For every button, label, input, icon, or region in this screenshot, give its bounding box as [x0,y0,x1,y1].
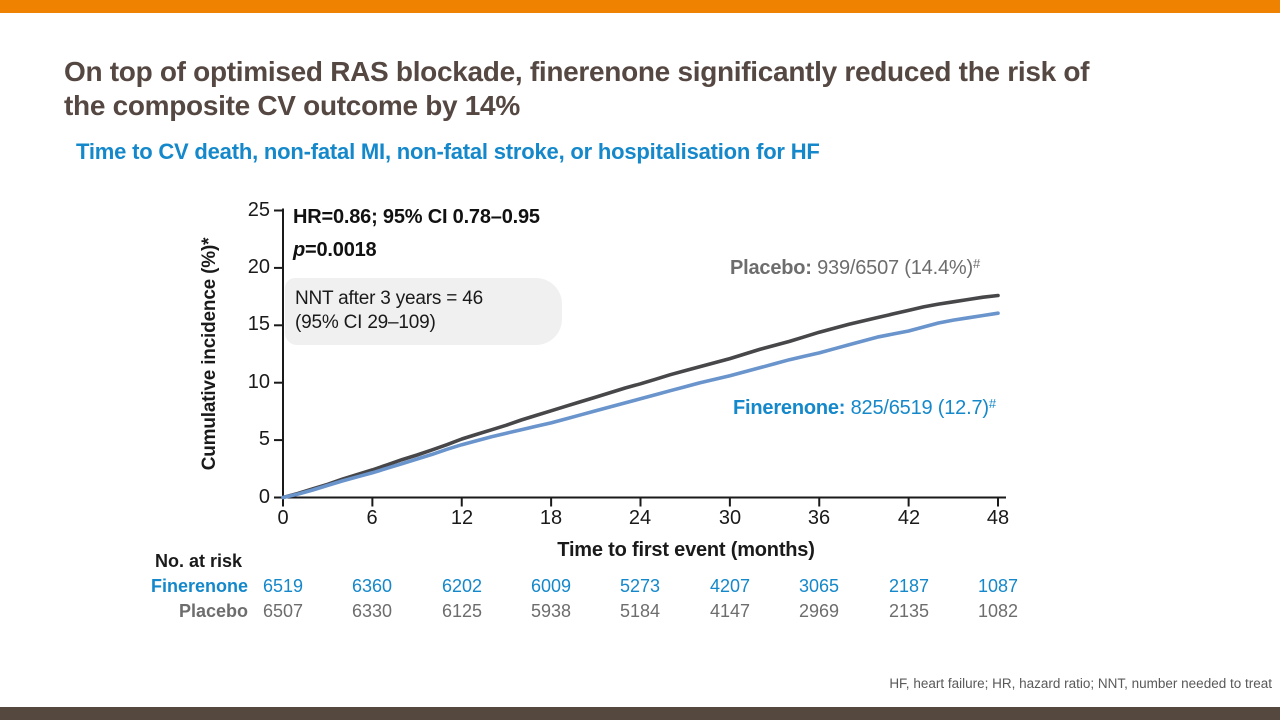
slide-title-line2: the composite CV outcome by 14% [64,90,520,121]
y-tick-label-5: 5 [258,428,270,450]
risk-table-header: No. at risk [155,551,243,571]
risk-cell: 3065 [798,576,840,596]
risk-cell: 4207 [709,576,751,596]
risk-cell: 5184 [619,601,661,621]
placebo-series-name: Placebo: [730,257,812,279]
finerenone-series-value: 825/6519 (12.7) [845,397,989,419]
y-tick-label-25: 25 [247,199,270,221]
risk-cell: 6507 [262,601,304,621]
slide-subtitle: Time to CV death, non-fatal MI, non-fata… [76,139,820,164]
risk-cell: 6125 [441,601,483,621]
x-tick-label-24: 24 [628,507,652,529]
placebo-curve [281,293,1000,500]
x-tick-label-30: 30 [718,507,742,529]
risk-cell: 2969 [798,601,840,621]
finerenone-series-label: Finerenone: 825/6519 (12.7)# [733,396,996,420]
placebo-series-value: 939/6507 (14.4%) [811,257,973,279]
top-accent-bar [0,0,1280,13]
finerenone-curve [281,311,1000,500]
bottom-accent-bar [0,707,1280,720]
nnt-line2: (95% CI 29–109) [295,312,436,333]
hazard-ratio-annotation: HR=0.86; 95% CI 0.78–0.95 p=0.0018 [293,201,540,267]
finerenone-series-footmark: # [988,396,996,411]
nnt-line1: NNT after 3 years = 46 [295,288,483,309]
risk-cell: 6009 [530,576,572,596]
risk-cell: 6330 [351,601,393,621]
y-tick-label-10: 10 [247,371,270,393]
y-tick-label-0: 0 [258,486,270,508]
risk-cell: 6519 [262,576,304,596]
risk-cell: 6202 [441,576,483,596]
x-tick-label-6: 6 [366,507,378,529]
risk-cell: 2135 [888,601,930,621]
hr-value-text: HR=0.86; 95% CI 0.78–0.95 [293,206,540,228]
slide-title: On top of optimised RAS blockade, finere… [64,55,1234,123]
placebo-series-label: Placebo: 939/6507 (14.4%)# [730,256,980,280]
slide-title-line1: On top of optimised RAS blockade, finere… [64,56,1090,87]
y-tick-label-15: 15 [247,313,270,335]
abbreviations-footnote: HF, heart failure; HR, hazard ratio; NNT… [889,676,1272,691]
x-tick-label-12: 12 [450,507,474,529]
p-value-prefix: p [293,239,306,261]
risk-cell: 1087 [977,576,1019,596]
risk-cell: 1082 [977,601,1019,621]
risk-cell: 4147 [709,601,751,621]
p-value-text: =0.0018 [305,239,377,261]
x-axis-title: Time to first event (months) [557,539,815,561]
risk-cell: 5273 [619,576,661,596]
risk-row-label-finerenone: Finerenone [150,576,248,596]
risk-cell: 6360 [351,576,393,596]
risk-row-label-placebo: Placebo [178,601,248,621]
y-axis-title: Cumulative incidence (%)* [199,237,220,471]
x-tick-label-48: 48 [986,507,1010,529]
x-tick-label-18: 18 [539,507,563,529]
y-tick-label-20: 20 [247,256,270,278]
risk-cell: 2187 [888,576,930,596]
risk-cell: 5938 [530,601,572,621]
x-tick-label-0: 0 [277,507,289,529]
x-tick-label-42: 42 [897,507,921,529]
nnt-annotation-box: NNT after 3 years = 46 (95% CI 29–109) [285,278,562,345]
x-tick-label-36: 36 [807,507,831,529]
placebo-series-footmark: # [972,256,980,271]
finerenone-series-name: Finerenone: [733,397,846,419]
